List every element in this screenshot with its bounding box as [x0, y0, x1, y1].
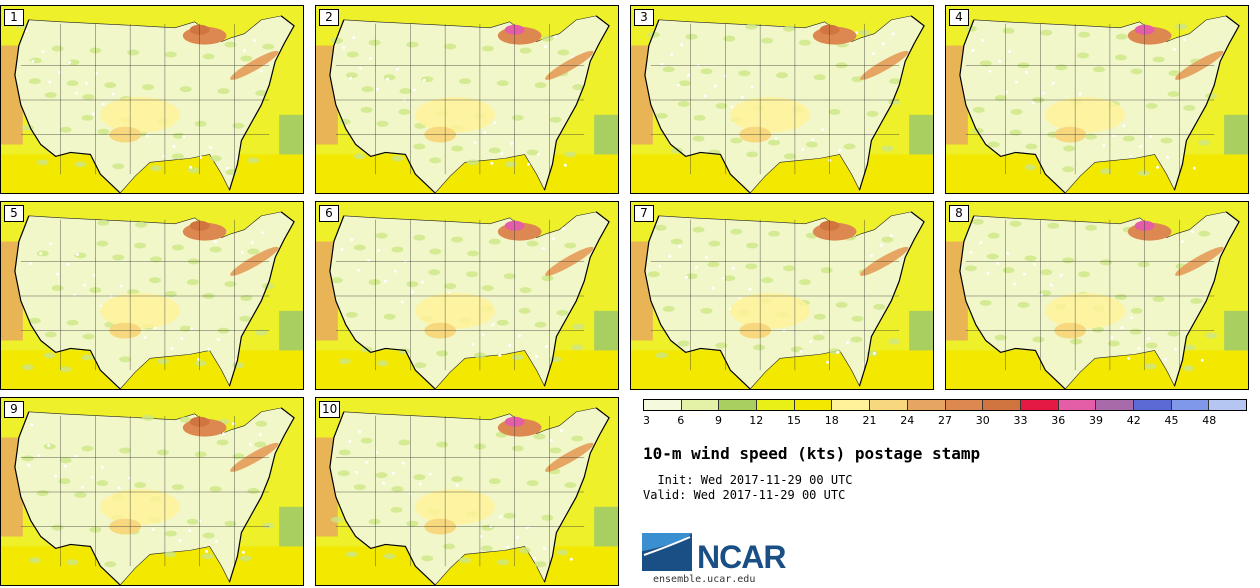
- wind-map: [1, 398, 303, 585]
- wind-map: [1, 202, 303, 389]
- member-label: 6: [319, 205, 339, 222]
- time-info: Init: Wed 2017-11-29 00 UTC Valid: Wed 2…: [643, 473, 853, 503]
- color-legend: 3 6 9 12 15 18 21 24 27 30 33 36 39 42 45 48: [643, 399, 1247, 427]
- legend-tick: 12: [749, 414, 764, 427]
- wind-map: [946, 6, 1248, 193]
- wind-map: [946, 202, 1248, 389]
- member-panel: 2: [315, 5, 619, 194]
- legend-ticks: 3 6 9 12 15 18 21 24 27 30 33 36 39 42 45 48: [643, 411, 1247, 427]
- legend-swatch: [1020, 400, 1059, 410]
- member-label: 10: [319, 401, 341, 418]
- legend-swatch: [757, 400, 795, 410]
- legend-swatch: [832, 400, 871, 410]
- legend-swatch: [1133, 400, 1172, 410]
- member-panel: 8: [945, 201, 1249, 390]
- member-panel: 3: [630, 5, 934, 194]
- member-panel: 4: [945, 5, 1249, 194]
- wind-map: [316, 6, 618, 193]
- wind-map: [316, 398, 618, 585]
- legend-swatch: [719, 400, 758, 410]
- legend-colorbar: [643, 399, 1247, 411]
- legend-tick: 15: [787, 414, 801, 427]
- legend-tick: 18: [824, 414, 839, 427]
- legend-tick: 3: [643, 414, 650, 427]
- member-panel: 1: [0, 5, 304, 194]
- member-label: 7: [634, 205, 654, 222]
- member-label: 5: [4, 205, 24, 222]
- member-panel: 7: [630, 201, 934, 390]
- legend-tick: 30: [975, 414, 990, 427]
- legend-tick: 9: [715, 414, 722, 427]
- ncar-logo-icon: [642, 533, 692, 571]
- legend-tick: 48: [1202, 414, 1217, 427]
- legend-swatch: [870, 400, 908, 410]
- member-panel: 9: [0, 397, 304, 586]
- init-time: Init: Wed 2017-11-29 00 UTC: [643, 473, 853, 487]
- legend-tick: 39: [1089, 414, 1103, 427]
- member-label: 2: [319, 9, 339, 26]
- legend-tick: 42: [1126, 414, 1141, 427]
- legend-tick: 24: [900, 414, 915, 427]
- legend-swatch: [1058, 400, 1097, 410]
- figure-title: 10-m wind speed (kts) postage stamp: [643, 444, 981, 463]
- legend-tick: 27: [938, 414, 952, 427]
- legend-tick: 45: [1164, 414, 1179, 427]
- member-label: 4: [949, 9, 969, 26]
- member-label: 9: [4, 401, 24, 418]
- valid-time: Valid: Wed 2017-11-29 00 UTC: [643, 488, 846, 502]
- legend-swatch: [945, 400, 984, 410]
- legend-swatch: [983, 400, 1021, 410]
- member-panel: 5: [0, 201, 304, 390]
- legend-swatch: [1171, 400, 1210, 410]
- member-panel: 6: [315, 201, 619, 390]
- legend-tick: 6: [677, 414, 685, 427]
- legend-swatch: [794, 400, 833, 410]
- wind-map: [631, 202, 933, 389]
- member-label: 8: [949, 205, 969, 222]
- legend-swatch: [1209, 400, 1246, 410]
- legend-swatch: [644, 400, 682, 410]
- member-label: 3: [634, 9, 654, 26]
- legend-tick: 33: [1013, 414, 1028, 427]
- member-label: 1: [4, 9, 24, 26]
- member-panel: 10: [315, 397, 619, 586]
- legend-swatch: [1096, 400, 1134, 410]
- wind-map: [1, 6, 303, 193]
- legend-swatch: [681, 400, 720, 410]
- legend-tick: 21: [862, 414, 877, 427]
- legend-tick: 36: [1051, 414, 1066, 427]
- legend-swatch: [907, 400, 946, 410]
- ncar-logo-text: NCAR: [697, 539, 786, 575]
- wind-map: [316, 202, 618, 389]
- wind-map: [631, 6, 933, 193]
- site-url: ensemble.ucar.edu: [653, 574, 756, 585]
